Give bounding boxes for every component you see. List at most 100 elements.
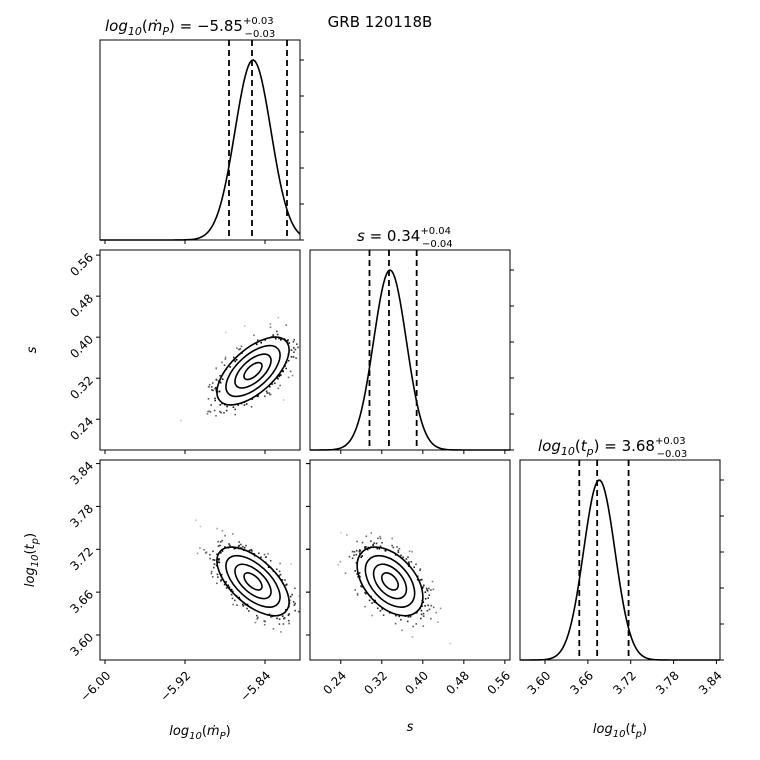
scatter-point xyxy=(207,385,210,388)
x-tick-label-mdot: −6.00 xyxy=(77,668,113,704)
scatter-point xyxy=(370,540,372,542)
scatter-point xyxy=(360,585,362,587)
scatter-point xyxy=(220,580,222,582)
scatter-point xyxy=(288,622,290,625)
contour-s-tp-0 xyxy=(380,572,400,591)
contour-mdot-tp-1 xyxy=(234,563,272,600)
scatter-point xyxy=(355,549,358,552)
scatter-point xyxy=(402,556,404,559)
scatter-point xyxy=(432,588,435,591)
scatter-point xyxy=(274,337,277,340)
scatter-point xyxy=(437,621,439,623)
scatter-point xyxy=(199,547,201,549)
scatter-point xyxy=(373,601,376,603)
scatter-point xyxy=(422,612,425,615)
scatter-point xyxy=(391,537,393,540)
scatter-point xyxy=(257,339,259,342)
scatter-point xyxy=(268,392,270,394)
scatter-point xyxy=(221,539,223,542)
scatter-point xyxy=(361,586,363,588)
scatter-point xyxy=(364,591,366,594)
scatter-point xyxy=(384,549,387,552)
scatter-point xyxy=(218,559,220,561)
scatter-point xyxy=(260,341,262,344)
scatter-point xyxy=(376,607,379,610)
scatter-point xyxy=(235,359,238,361)
scatter-point xyxy=(425,587,428,590)
scatter-point xyxy=(214,397,216,400)
scatter-point xyxy=(207,410,209,413)
scatter-point xyxy=(215,367,217,369)
scatter-point xyxy=(206,413,209,415)
scatter-point xyxy=(216,573,219,576)
scatter-point xyxy=(204,552,207,554)
scatter-point xyxy=(210,572,213,575)
xlabel-mdot: log10(ṁP) xyxy=(169,724,230,742)
scatter-point xyxy=(394,622,397,625)
scatter-point xyxy=(233,356,235,359)
scatter-point xyxy=(428,608,431,611)
scatter-point xyxy=(359,550,362,552)
scatter-mdot-tp xyxy=(195,519,300,633)
title-s: s = 0.34+0.04 −0.04 xyxy=(357,226,453,250)
title-mdot: log10(ṁP) = −5.85+0.03 −0.03 xyxy=(105,16,275,40)
scatter-point xyxy=(221,361,223,364)
scatter-point xyxy=(400,554,402,557)
scatter-point xyxy=(358,572,361,574)
scatter-point xyxy=(337,563,339,566)
scatter-point xyxy=(223,364,226,366)
contour-mdot-tp-2 xyxy=(225,554,281,608)
scatter-point xyxy=(225,409,228,412)
scatter-point xyxy=(211,389,213,391)
scatter-point xyxy=(243,325,246,327)
scatter-point xyxy=(420,613,423,616)
scatter-point xyxy=(294,602,296,605)
contour-mdot-tp-3 xyxy=(216,546,290,617)
scatter-point xyxy=(419,568,422,570)
scatter-point xyxy=(421,578,423,581)
scatter-point xyxy=(360,556,362,558)
density-fill-mdot-s xyxy=(194,314,313,428)
scatter-point xyxy=(287,614,290,617)
scatter-point xyxy=(426,589,428,591)
density-fill-s-tp xyxy=(333,523,447,640)
scatter-point xyxy=(269,323,272,325)
scatter-point xyxy=(289,595,292,598)
scatter-point xyxy=(278,375,281,378)
scatter-point xyxy=(428,587,430,590)
scatter-point xyxy=(294,609,296,612)
scatter-point xyxy=(212,559,214,561)
scatter-point xyxy=(224,358,227,360)
y-tick-label-s: 0.24 xyxy=(67,414,96,443)
scatter-point xyxy=(221,530,224,532)
scatter-point xyxy=(245,403,248,405)
scatter-point xyxy=(424,591,427,593)
scatter-point xyxy=(344,572,347,574)
title-tp: log10(tp) = 3.68+0.03 −0.03 xyxy=(538,436,687,460)
scatter-point xyxy=(237,404,239,406)
scatter-point xyxy=(293,338,296,341)
scatter-point xyxy=(298,595,300,598)
scatter-point xyxy=(303,332,305,334)
scatter-point xyxy=(290,563,292,565)
scatter-point xyxy=(180,419,182,422)
scatter-point xyxy=(240,543,242,546)
scatter-point xyxy=(212,389,214,392)
scatter-point xyxy=(219,381,222,384)
scatter-point xyxy=(407,556,409,558)
scatter-point xyxy=(280,339,282,341)
hist-curve-mdot xyxy=(100,59,301,241)
scatter-point xyxy=(410,561,413,563)
scatter-point xyxy=(251,398,254,400)
scatter-point xyxy=(307,338,309,340)
scatter-point xyxy=(364,547,366,549)
scatter-point xyxy=(234,599,236,602)
scatter-point xyxy=(376,547,379,550)
scatter-point xyxy=(234,413,236,416)
scatter-point xyxy=(339,560,341,563)
scatter-point xyxy=(258,552,260,555)
scatter-point xyxy=(228,586,231,589)
x-tick-label-s: 0.56 xyxy=(484,668,513,697)
scatter-point xyxy=(372,544,374,547)
scatter-point xyxy=(294,348,297,351)
